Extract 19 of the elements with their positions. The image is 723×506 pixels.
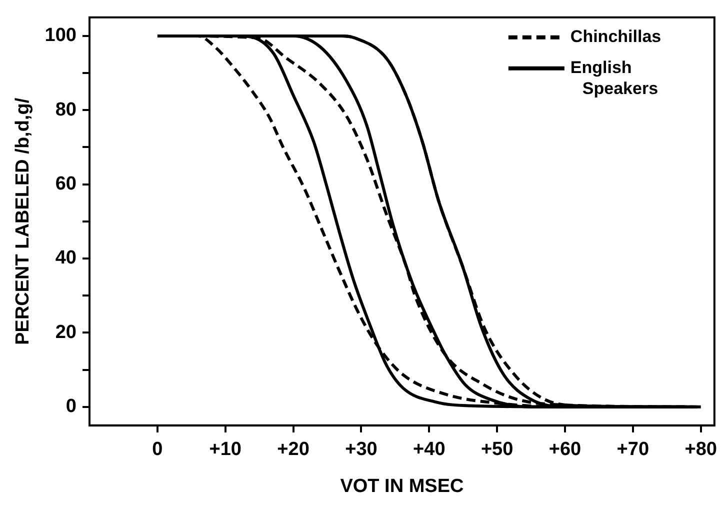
x-tick-label: +60	[548, 439, 582, 460]
y-tick-label: 40	[55, 248, 76, 269]
y-tick-label: 100	[44, 25, 76, 46]
x-tick-label: +40	[413, 439, 446, 460]
x-tick-label: +50	[480, 439, 514, 460]
x-tick-label: +20	[277, 439, 310, 460]
legend-label: Chinchillas	[570, 27, 662, 46]
x-tick-label: 0	[152, 439, 163, 460]
x-tick-label: +10	[209, 439, 242, 460]
y-axis-title: PERCENT LABELED /b,d,g/	[12, 97, 34, 345]
y-tick-label: 0	[66, 396, 76, 418]
y-tick-label: 80	[55, 99, 76, 120]
x-axis-title: VOT IN MSEC	[340, 476, 464, 497]
legend-label: English Speakers	[570, 58, 658, 98]
y-tick-label: 60	[55, 174, 76, 195]
x-tick-label: +80	[684, 439, 717, 460]
y-tick-label: 20	[55, 322, 76, 343]
x-tick-label: +70	[616, 439, 650, 460]
x-tick-label: +30	[345, 439, 378, 460]
